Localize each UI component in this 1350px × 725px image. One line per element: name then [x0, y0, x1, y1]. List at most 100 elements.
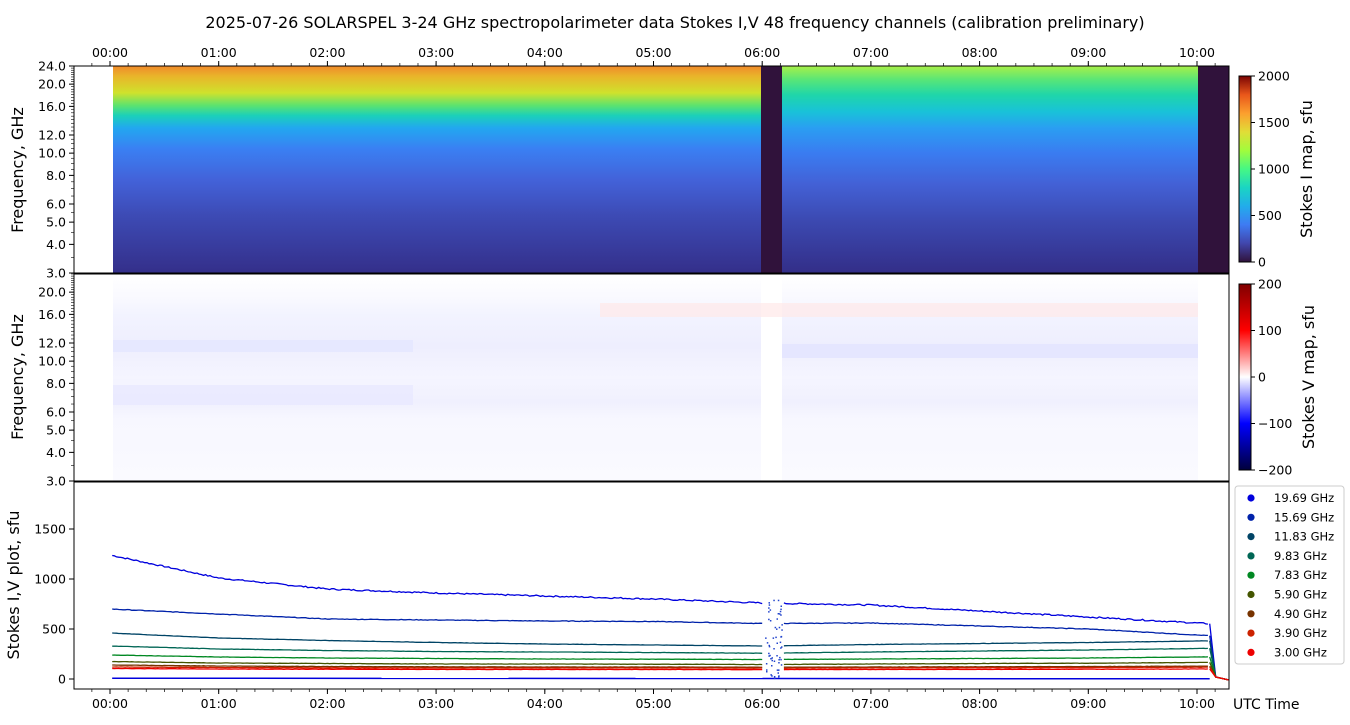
bottom-tick-label: 06:00	[744, 696, 780, 711]
series-line	[112, 664, 763, 668]
stokes-i-data-gap	[761, 66, 782, 273]
gap-sample	[768, 645, 771, 648]
legend-marker	[1247, 571, 1255, 579]
gap-sample	[776, 669, 779, 671]
legend-label: 15.69 GHz	[1274, 510, 1334, 524]
series-line	[783, 656, 1208, 661]
gap-sample	[778, 675, 780, 677]
freq-tick-label: 12.0	[38, 128, 66, 143]
gap-sample	[768, 611, 770, 613]
gap-sample	[768, 602, 770, 604]
colorbar-tick-label: 0	[1258, 370, 1266, 385]
freq-tick-label: 6.0	[46, 197, 66, 212]
top-tick-label: 10:00	[1179, 45, 1215, 60]
gap-sample	[773, 648, 775, 650]
gap-sample	[765, 663, 768, 665]
freq-tick-label: 24.0	[38, 59, 66, 74]
gap-sample	[777, 672, 779, 674]
stokes-iv-plot: 0 500 1000 1500 Stokes I,V plot, sfu	[4, 481, 1230, 690]
gap-sample	[780, 647, 782, 649]
legend-label: 3.90 GHz	[1274, 626, 1327, 640]
series-line	[112, 660, 763, 666]
series-line	[112, 654, 763, 661]
colorbar-tick-label: 100	[1258, 323, 1282, 338]
gap-sample	[776, 642, 778, 644]
gap-sample	[778, 662, 780, 664]
series-lines	[112, 554, 1229, 681]
stokes-i-colorbar-ticks: 0 500 1000 1500 2000	[1251, 69, 1290, 270]
gap-sample	[780, 608, 782, 611]
legend-marker	[1247, 494, 1255, 502]
legend-marker	[1247, 648, 1255, 657]
freq-tick-label: 10.0	[38, 146, 66, 161]
gap-sample	[770, 674, 772, 676]
colorbar-tick-label: 500	[1258, 208, 1282, 223]
gap-sample	[771, 657, 773, 659]
stokes-v-band-blue-12ghz	[113, 340, 413, 352]
freq-tick-label: 3.0	[46, 266, 66, 281]
stokes-v-map: 3.0 4.0 5.0 6.0 8.0 10.0 12.0 16.0 20.0 Frequenc…	[8, 273, 1230, 489]
series-end-drop	[1209, 668, 1229, 681]
gap-sample	[774, 626, 777, 629]
freq-tick-label: 8.0	[46, 376, 66, 391]
series-line	[783, 668, 1208, 671]
stokes-v-band-blue-12ghz-right	[782, 344, 1198, 358]
gap-sample	[771, 665, 773, 667]
top-tick-label: 06:00	[744, 45, 780, 60]
plot-y-tick-label: 0	[58, 672, 66, 687]
stokes-i-colorbar-label: Stokes I map, sfu	[1297, 100, 1316, 238]
stokes-v-band-faint-red	[600, 303, 1198, 317]
top-tick-label: 07:00	[853, 45, 889, 60]
gap-sample	[766, 671, 768, 673]
gap-sample	[780, 658, 782, 661]
stokes-i-end-of-data	[1198, 66, 1229, 273]
top-tick-label: 09:00	[1070, 45, 1106, 60]
stokes-i-ylabel: Frequency, GHz	[8, 107, 27, 233]
gap-sample	[777, 599, 780, 602]
freq-tick-label: 6.0	[46, 405, 66, 420]
gap-sample	[768, 604, 771, 606]
bottom-tick-label: 05:00	[635, 696, 671, 711]
stokes-v-colorbar: −200 −100 0 100 200 Stokes V map, sfu	[1238, 277, 1318, 478]
series-line	[112, 632, 763, 647]
gap-sample	[780, 605, 782, 607]
legend-marker	[1247, 610, 1255, 618]
legend-box	[1234, 485, 1345, 665]
plot-y-tick-label: 1000	[34, 572, 66, 587]
gap-sample	[778, 676, 780, 678]
stokes-v-baseline	[112, 677, 1210, 680]
bottom-tick-label: 02:00	[309, 696, 345, 711]
legend-label: 4.90 GHz	[1274, 607, 1327, 621]
gap-sample	[781, 646, 783, 648]
top-tick-label: 05:00	[635, 45, 671, 60]
gap-sample	[778, 669, 780, 671]
top-tick-label: 02:00	[309, 45, 345, 60]
series-line	[783, 602, 1208, 625]
gap-sample	[775, 636, 777, 639]
gap-sample	[766, 669, 768, 671]
gap-sample	[776, 618, 778, 620]
series-line	[783, 647, 1208, 654]
gap-sample	[770, 658, 772, 660]
x-axis-label: UTC Time	[1233, 697, 1299, 713]
freq-tick-label: 8.0	[46, 168, 66, 183]
freq-tick-label: 5.0	[46, 215, 66, 230]
plot-y-tick-label: 1500	[34, 522, 66, 537]
freq-tick-label: 4.0	[46, 445, 66, 460]
gap-sample	[779, 610, 782, 613]
series-line	[783, 622, 1208, 637]
top-tick-label: 00:00	[92, 45, 128, 60]
gap-sample	[780, 614, 782, 616]
gap-sample	[780, 664, 783, 666]
gap-sample	[773, 660, 776, 662]
gap-sample	[779, 656, 781, 659]
plot-y-tick-label: 500	[42, 622, 66, 637]
series-line	[783, 666, 1208, 669]
bottom-tick-label: 01:00	[201, 696, 237, 711]
legend-marker	[1247, 513, 1255, 521]
gap-sample	[781, 629, 783, 631]
series-line	[112, 667, 763, 671]
series-line	[783, 665, 1208, 668]
legend-marker	[1247, 629, 1255, 637]
freq-tick-label: 5.0	[46, 423, 66, 438]
